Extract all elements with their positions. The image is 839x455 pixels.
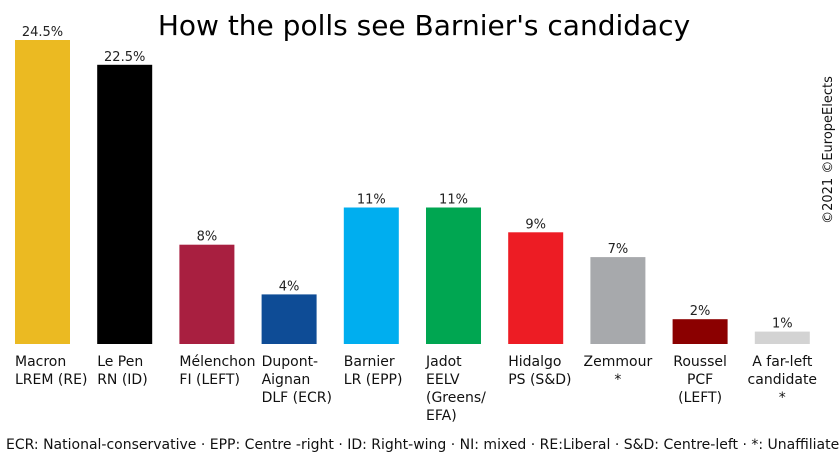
category-label-4: Barnier LR (EPP) [344, 354, 403, 388]
bar-3 [261, 294, 317, 344]
category-line-8-0: Roussel [673, 354, 727, 370]
category-label-9: A far-left candidate * [748, 354, 818, 406]
category-line-5-1: EELV [426, 372, 460, 388]
category-line-6-1: PS (S&D) [508, 372, 571, 388]
bar-9 [754, 331, 810, 344]
bar-7 [590, 257, 646, 344]
category-line-4-0: Barnier [344, 354, 395, 370]
bar-4 [343, 207, 399, 344]
category-label-5: Jadot EELV (Greens/EFA) [425, 354, 486, 424]
bars-group: 24.5% Macron LREM (RE) 22.5% Le Pen RN (ID) 8%… [15, 25, 817, 424]
category-line-1-0: Le Pen [97, 354, 143, 370]
value-label-9: 1% [772, 317, 793, 332]
category-line-3-2: DLF (ECR) [262, 390, 332, 406]
category-label-6: Hidalgo PS (S&D) [508, 354, 571, 388]
value-label-3: 4% [279, 279, 300, 294]
chart-title: How the polls see Barnier's candidacy [158, 9, 690, 42]
bar-5 [426, 207, 481, 344]
category-line-4-1: LR (EPP) [344, 372, 403, 388]
bar-6 [508, 232, 564, 344]
category-label-0: Macron LREM (RE) [15, 354, 87, 388]
category-label-8: Roussel PCF (LEFT) [673, 354, 727, 406]
category-line-8-1: PCF [687, 372, 713, 388]
bar-1 [97, 64, 153, 345]
category-line-6-0: Hidalgo [508, 354, 561, 370]
copyright-note: ©2021 ©EuropeElects [821, 76, 836, 224]
category-line-2-1: FI (LEFT) [179, 372, 240, 388]
value-label-1: 22.5% [104, 50, 145, 65]
category-line-7-0: Zemmour [584, 354, 653, 370]
category-line-0-1: LREM (RE) [15, 372, 87, 388]
category-line-5-0: Jadot [425, 354, 462, 370]
category-line-9-1: candidate [748, 372, 818, 388]
category-line-7-1: * [614, 372, 621, 388]
category-line-8-2: (LEFT) [678, 390, 722, 406]
category-line-5-3: EFA) [426, 408, 457, 424]
bar-8 [672, 319, 728, 344]
bar-0 [15, 40, 70, 344]
category-line-9-0: A far-left [752, 354, 813, 370]
value-label-4: 11% [357, 193, 386, 208]
footer-legend: ECR: National-conservative · EPP: Centre… [6, 437, 839, 453]
value-label-5: 11% [439, 193, 468, 208]
value-label-2: 8% [197, 230, 218, 245]
category-label-2: Mélenchon FI (LEFT) [179, 354, 255, 388]
category-label-7: Zemmour * [584, 354, 653, 388]
category-line-0-0: Macron [15, 354, 66, 370]
category-line-1-1: RN (ID) [97, 372, 147, 388]
category-line-2-0: Mélenchon [179, 354, 255, 370]
value-label-0: 24.5% [22, 25, 63, 40]
category-line-5-2: (Greens/ [426, 390, 486, 406]
category-line-3-0: Dupont- [262, 354, 319, 370]
value-label-6: 9% [525, 217, 546, 232]
category-label-1: Le Pen RN (ID) [97, 354, 147, 388]
category-label-3: Dupont- Aignan DLF (ECR) [262, 354, 332, 406]
category-line-9-2: * [779, 390, 786, 406]
value-label-8: 2% [690, 304, 711, 319]
value-label-7: 7% [608, 242, 629, 257]
bar-2 [179, 244, 235, 344]
category-line-3-1: Aignan [262, 372, 311, 388]
